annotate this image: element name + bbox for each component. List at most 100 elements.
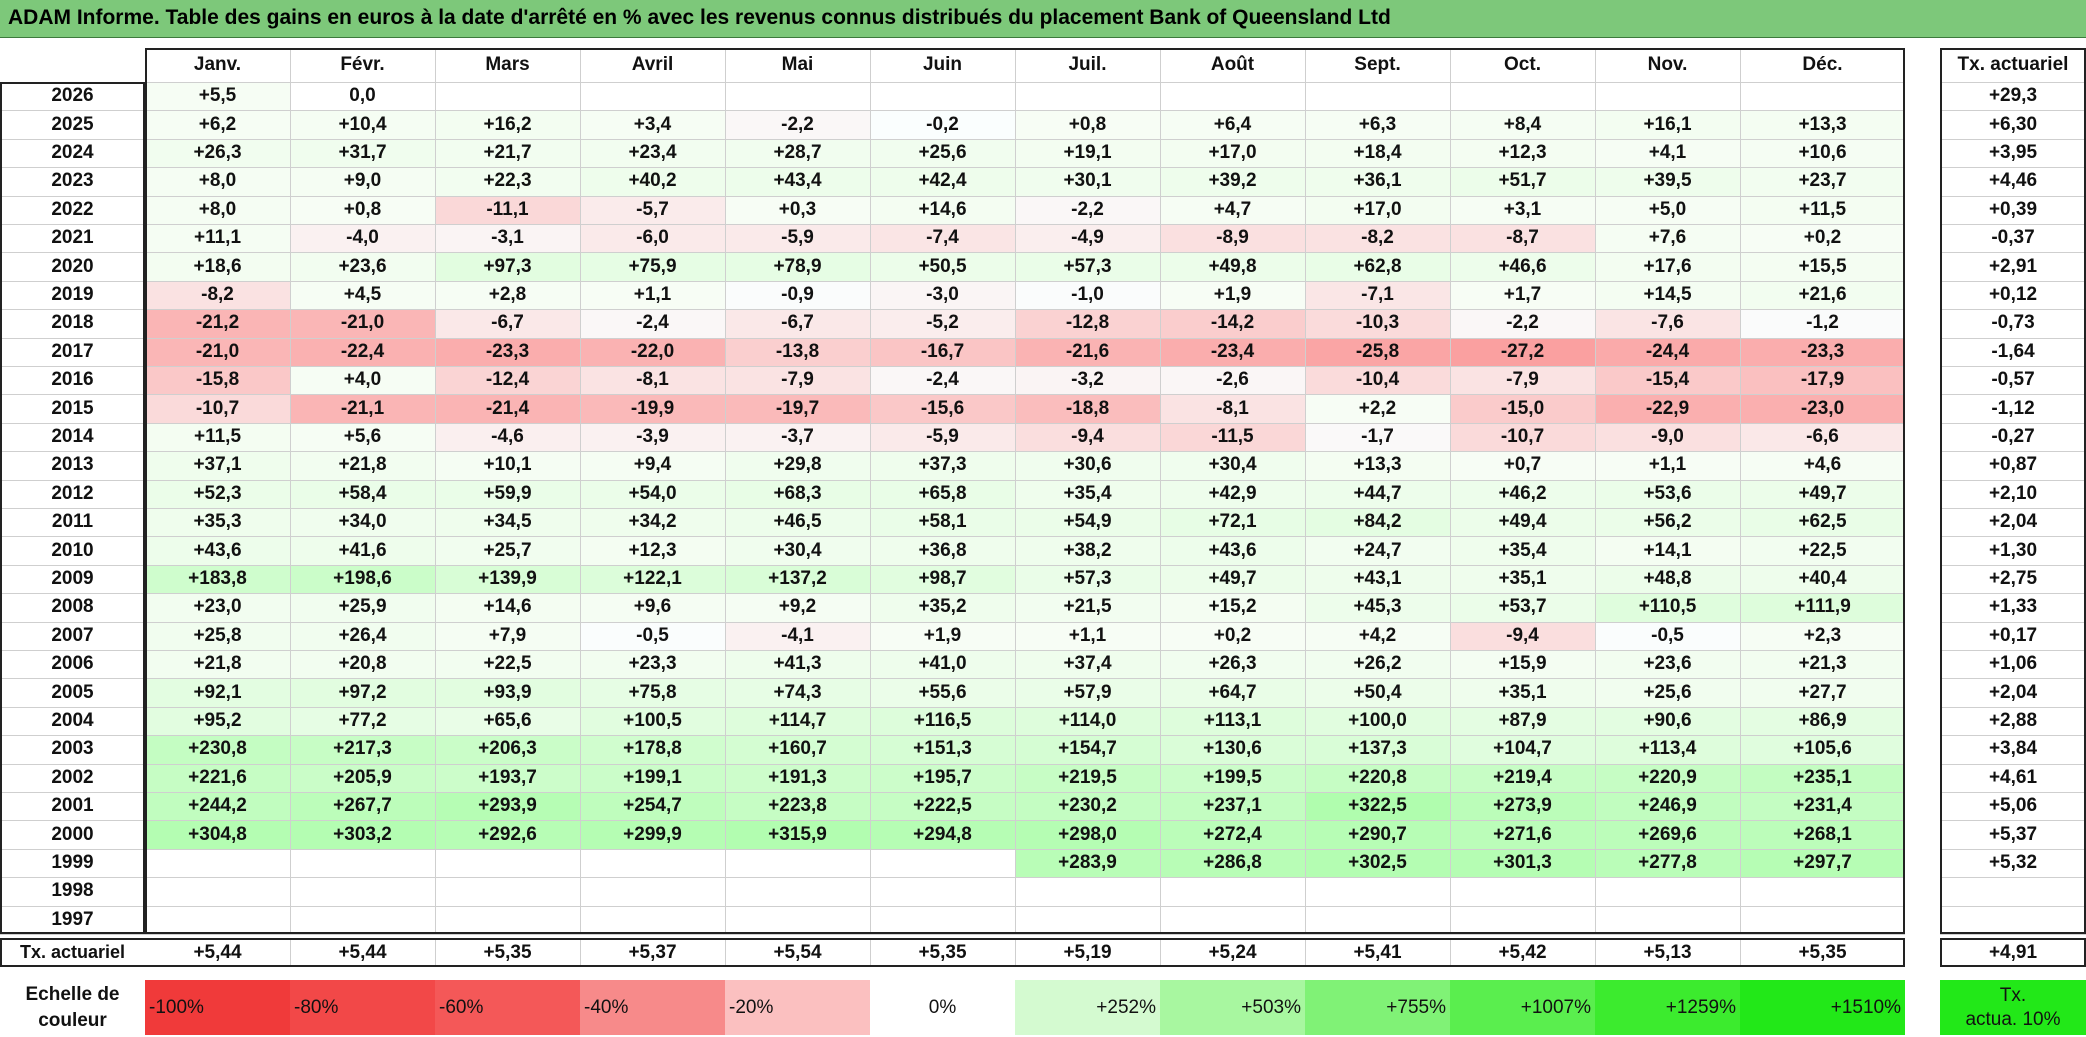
grid-line: [0, 848, 1905, 850]
value-cell: -21,1: [290, 394, 435, 423]
value-cell: +230,8: [145, 735, 290, 764]
value-cell: +21,8: [145, 650, 290, 679]
value-cell: +30,6: [1015, 451, 1160, 480]
value-cell: +25,6: [870, 138, 1015, 168]
value-cell: +50,5: [870, 252, 1015, 281]
month-header: Août: [1210, 54, 1255, 75]
value-cell: [1740, 877, 1905, 906]
value-cell: -1,7: [1305, 422, 1450, 452]
scale-swatch: -40%: [580, 980, 725, 1035]
grid-line: [290, 48, 291, 934]
value-cell: +65,8: [870, 479, 1015, 508]
value-cell: +17,6: [1595, 252, 1740, 281]
scale-label: Echelle de couleur: [0, 980, 145, 1035]
value-cell: +2,8: [435, 280, 580, 310]
value-cell: +92,1: [145, 678, 290, 707]
value-cell: -1,0: [1015, 280, 1160, 310]
value-cell: +95,2: [145, 706, 290, 736]
value-cell: +16,2: [435, 110, 580, 139]
value-cell: +301,3: [1450, 848, 1595, 878]
value-cell: +283,9: [1015, 848, 1160, 878]
value-cell: +100,0: [1305, 706, 1450, 736]
value-cell: +113,1: [1160, 706, 1305, 736]
grid-line: [0, 735, 1905, 737]
value-cell: +10,4: [290, 110, 435, 139]
value-cell: +23,4: [580, 138, 725, 168]
value-cell: +21,8: [290, 451, 435, 480]
month-header: Mai: [781, 54, 814, 75]
grid-line: [0, 877, 1905, 879]
grid-line: [1940, 877, 2086, 879]
value-cell: -8,2: [1305, 224, 1450, 253]
value-cell: -15,4: [1595, 366, 1740, 395]
value-cell: -12,8: [1015, 309, 1160, 338]
row-year: 1999: [51, 851, 94, 873]
value-cell: +1,7: [1450, 280, 1595, 310]
value-cell: -9,4: [1015, 422, 1160, 452]
value-cell: +21,5: [1015, 593, 1160, 622]
value-cell: -14,2: [1160, 309, 1305, 338]
value-cell: +273,9: [1450, 792, 1595, 821]
value-cell: +6,3: [1305, 110, 1450, 139]
value-cell: [870, 877, 1015, 906]
value-cell: +22,3: [435, 167, 580, 196]
footer-value: +5,35: [918, 941, 967, 963]
value-cell: +5,0: [1595, 195, 1740, 224]
row-actuarial-rate: +0,87: [1988, 454, 2038, 476]
value-cell: +46,5: [725, 508, 870, 537]
value-cell: +54,9: [1015, 508, 1160, 537]
value-cell: +21,6: [1740, 280, 1905, 310]
value-cell: [870, 848, 1015, 878]
grid-line: [1940, 82, 2086, 83]
grid-line: [0, 451, 1905, 453]
value-cell: +122,1: [580, 564, 725, 594]
value-cell: [1595, 877, 1740, 906]
row-actuarial-rate: +4,61: [1988, 766, 2038, 788]
scale-swatch: -80%: [290, 980, 435, 1035]
value-cell: [1305, 905, 1450, 934]
row-actuarial-rate: +2,04: [1988, 511, 2038, 533]
value-cell: -22,9: [1595, 394, 1740, 423]
grid-line: [0, 110, 1905, 112]
scale-swatch: +503%: [1160, 980, 1305, 1035]
value-cell: +9,2: [725, 593, 870, 622]
value-cell: +223,8: [725, 792, 870, 821]
value-cell: +14,1: [1595, 536, 1740, 565]
row-actuarial-rate: -0,57: [1991, 369, 2035, 391]
value-cell: +13,3: [1305, 451, 1450, 480]
value-cell: +38,2: [1015, 536, 1160, 565]
row-year: 2003: [51, 738, 94, 760]
value-cell: +43,6: [1160, 536, 1305, 565]
row-actuarial-rate: +2,10: [1988, 482, 2038, 504]
grid-line: [1015, 938, 1016, 967]
value-cell: +56,2: [1595, 508, 1740, 537]
grid-line: [0, 934, 1905, 935]
row-year: 2008: [51, 596, 94, 618]
grid-line: [1940, 848, 2086, 850]
grid-line: [1740, 938, 1741, 967]
value-cell: -9,0: [1595, 422, 1740, 452]
value-cell: +9,0: [290, 167, 435, 196]
value-cell: +1,1: [1595, 451, 1740, 480]
value-cell: +30,4: [1160, 451, 1305, 480]
value-cell: +14,5: [1595, 280, 1740, 310]
scale-label-line: Echelle de: [25, 983, 120, 1005]
value-cell: +35,4: [1015, 479, 1160, 508]
value-cell: +18,6: [145, 252, 290, 281]
grid-line: [0, 792, 1905, 793]
value-cell: +219,4: [1450, 763, 1595, 792]
row-actuarial-rate: +0,12: [1988, 283, 2038, 305]
value-cell: [435, 877, 580, 906]
value-cell: +254,7: [580, 792, 725, 821]
value-cell: +151,3: [870, 735, 1015, 764]
grid-line: [1450, 48, 1451, 934]
month-header: Nov.: [1647, 54, 1688, 75]
row-year: 2019: [51, 283, 94, 305]
grid-line: [1940, 621, 2086, 623]
row-year: 2006: [51, 653, 94, 675]
grid-line: [725, 938, 726, 967]
grid-line: [1940, 706, 2086, 708]
value-cell: +1,1: [1015, 621, 1160, 650]
value-cell: +11,1: [145, 224, 290, 253]
value-cell: [1595, 82, 1740, 111]
